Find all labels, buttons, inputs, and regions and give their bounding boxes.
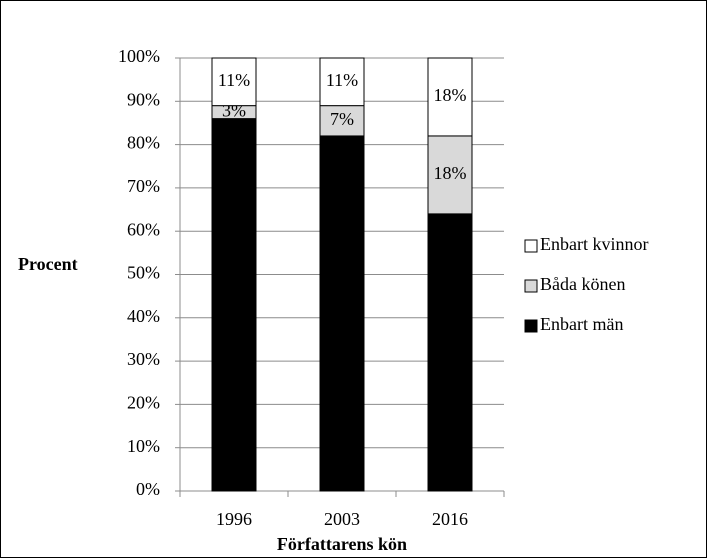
data-label: 11% — [326, 70, 358, 90]
data-label: 7% — [330, 109, 354, 129]
x-axis-title: Författarens kön — [277, 534, 407, 554]
bar-segment — [319, 135, 365, 492]
data-label: 11% — [218, 70, 250, 90]
legend-label: Båda könen — [540, 274, 625, 294]
bar-segment — [427, 213, 473, 492]
y-tick-label: 80% — [127, 133, 160, 153]
y-tick-label: 60% — [127, 219, 160, 239]
y-tick-label: 100% — [118, 46, 160, 66]
legend-label: Enbart kvinnor — [540, 234, 648, 254]
y-tick-label: 10% — [127, 436, 160, 456]
y-tick-label: 0% — [136, 479, 160, 499]
y-tick-label: 50% — [127, 263, 160, 283]
y-tick-label: 90% — [127, 89, 160, 109]
data-label: 18% — [434, 85, 467, 105]
bar-segment — [319, 57, 365, 107]
y-tick-label: 70% — [127, 176, 160, 196]
legend-label: Enbart män — [540, 314, 623, 334]
legend-swatch — [524, 319, 538, 333]
y-tick-label: 40% — [127, 306, 160, 326]
legend-swatch — [524, 279, 538, 293]
legend-swatch — [524, 239, 538, 253]
bar-segment — [427, 57, 473, 137]
bar-segment — [211, 57, 257, 107]
y-axis-title: Procent — [18, 254, 78, 274]
y-tick-label: 30% — [127, 349, 160, 369]
data-label: 18% — [434, 163, 467, 183]
x-tick-label: 2016 — [432, 509, 468, 529]
bar-segment — [211, 118, 257, 492]
y-tick-label: 20% — [127, 393, 160, 413]
x-tick-label: 1996 — [216, 509, 252, 529]
bar-segment — [427, 135, 473, 215]
x-tick-label: 2003 — [324, 509, 360, 529]
